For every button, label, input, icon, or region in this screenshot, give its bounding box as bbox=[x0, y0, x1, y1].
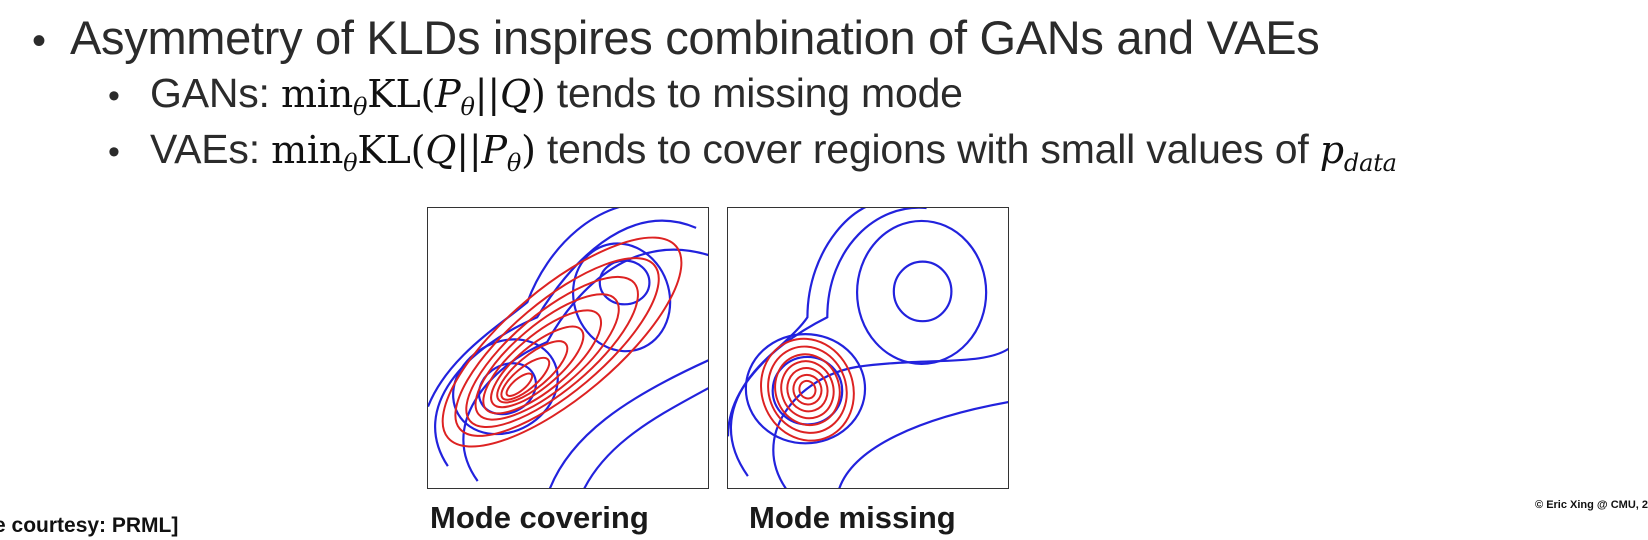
vaes-text: tends to cover regions with small values… bbox=[546, 126, 1309, 172]
gans-label: GANs: bbox=[150, 70, 270, 116]
bullet-dot: • bbox=[108, 77, 120, 115]
gans-formula: minθKL(Pθ||Q) bbox=[280, 72, 546, 121]
bullet-main-text: Asymmetry of KLDs inspires combination o… bbox=[70, 11, 1320, 64]
bullet-dot: • bbox=[32, 19, 46, 63]
bullet-main: • Asymmetry of KLDs inspires combination… bbox=[32, 10, 1320, 65]
bullet-vaes: • VAEs: minθKL(Q||Pθ) tends to cover reg… bbox=[108, 126, 1397, 177]
bullet-dot: • bbox=[108, 133, 120, 171]
approx-contours-red bbox=[760, 337, 855, 442]
pdata-var: pdata bbox=[1319, 128, 1397, 177]
vaes-label: VAEs: bbox=[150, 126, 260, 172]
copyright-notice: © Eric Xing @ CMU, 2 bbox=[1535, 499, 1648, 511]
mode-covering-plot bbox=[427, 207, 709, 489]
vaes-formula: minθKL(Q||Pθ) bbox=[271, 128, 536, 177]
mode-covering-svg bbox=[428, 208, 708, 488]
image-credit: e courtesy: PRML] bbox=[0, 514, 179, 537]
mode-missing-svg bbox=[728, 208, 1008, 488]
target-contours-blue bbox=[728, 208, 1008, 488]
target-contours-blue bbox=[428, 208, 708, 488]
approx-contours-red bbox=[441, 236, 683, 448]
mode-covering-caption: Mode covering bbox=[430, 500, 649, 535]
gans-text: tends to missing mode bbox=[556, 70, 963, 116]
mode-missing-caption: Mode missing bbox=[749, 500, 956, 535]
mode-missing-plot bbox=[727, 207, 1009, 489]
bullet-gans: • GANs: minθKL(Pθ||Q) tends to missing m… bbox=[108, 70, 963, 121]
